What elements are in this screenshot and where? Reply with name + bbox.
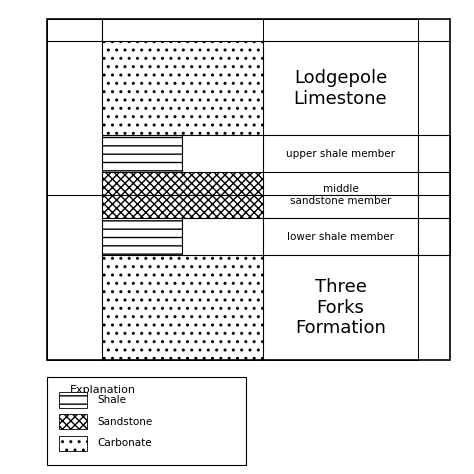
Text: Shale: Shale — [97, 395, 126, 405]
Bar — [102, 172, 263, 218]
Bar — [102, 255, 263, 360]
Bar — [47, 19, 102, 41]
Text: lower shale member: lower shale member — [287, 232, 394, 242]
Bar — [182, 135, 263, 172]
Bar — [263, 255, 418, 360]
Text: Age: Age — [64, 25, 85, 35]
Bar — [47, 195, 102, 360]
Bar — [47, 41, 102, 195]
Text: Bakken Formation: Bakken Formation — [429, 151, 439, 239]
Bar — [263, 218, 418, 255]
Text: Lithology: Lithology — [234, 25, 285, 35]
Bar — [102, 41, 263, 135]
Bar — [263, 135, 418, 172]
Bar — [182, 218, 263, 255]
Bar — [47, 377, 246, 465]
Text: Mississippian: Mississippian — [70, 76, 80, 160]
Text: Sandstone: Sandstone — [97, 417, 153, 427]
Text: Explanation: Explanation — [70, 385, 136, 395]
Text: Three
Forks
Formation: Three Forks Formation — [295, 278, 386, 337]
Bar — [102, 218, 182, 255]
Bar — [263, 172, 418, 218]
Text: Formation: Formation — [312, 25, 369, 35]
Text: middle
sandstone member: middle sandstone member — [290, 184, 391, 206]
Text: Lodgepole
Limestone: Lodgepole Limestone — [294, 69, 387, 108]
Bar — [47, 19, 450, 360]
Bar — [263, 41, 418, 135]
Text: Devonian: Devonian — [70, 248, 80, 307]
Text: Carbonate: Carbonate — [97, 438, 152, 448]
Bar — [263, 19, 418, 41]
Bar — [418, 135, 450, 255]
Text: upper shale member: upper shale member — [286, 149, 395, 159]
Bar — [59, 392, 87, 408]
Bar — [102, 135, 182, 172]
Bar — [59, 436, 87, 451]
Bar — [102, 19, 418, 41]
Bar — [59, 414, 87, 429]
